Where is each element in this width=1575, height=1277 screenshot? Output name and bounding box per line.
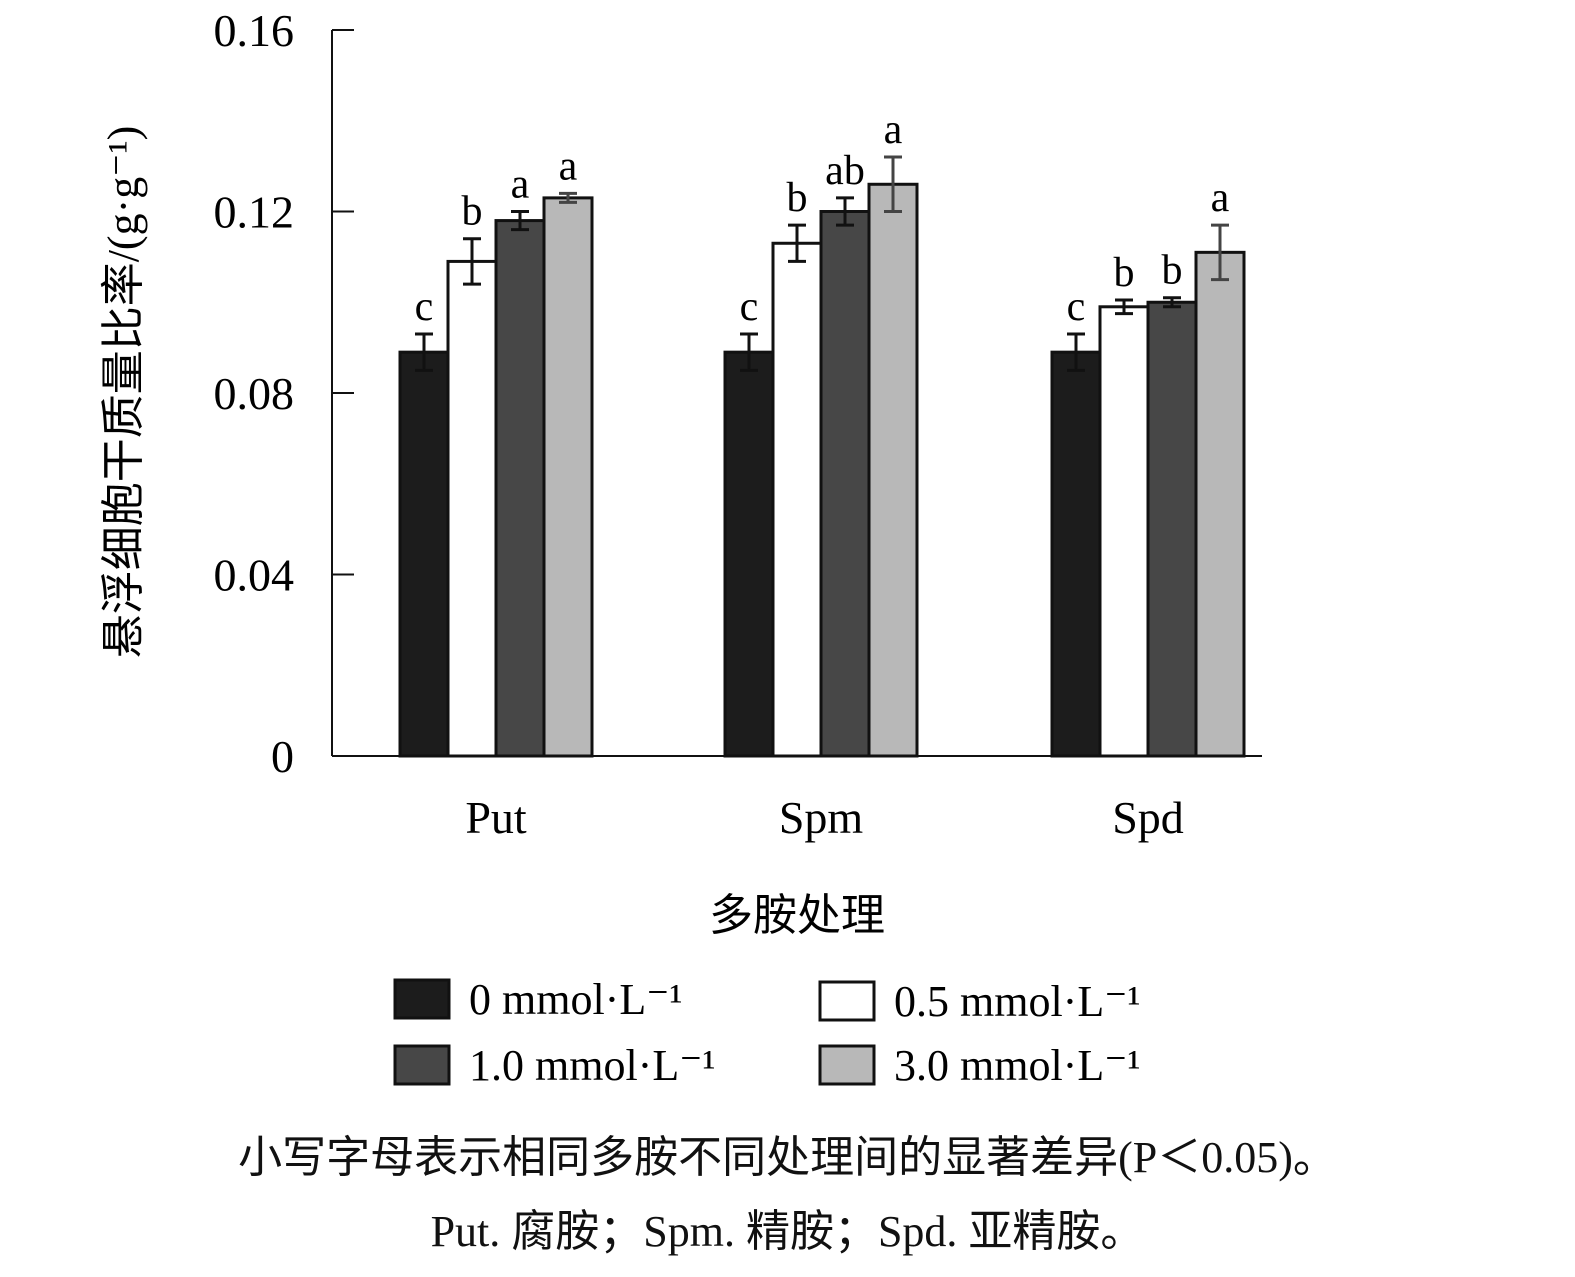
significance-label: ab [825,148,865,194]
bar [398,350,450,758]
significance-label: b [1114,250,1135,296]
bar [1050,350,1102,758]
significance-label: a [1211,175,1230,221]
significance-label: a [559,143,578,189]
bar [1194,250,1246,758]
legend-swatch [393,1044,451,1086]
significance-label: b [462,189,483,235]
x-axis-title: 多胺处理 [709,891,885,940]
figure-caption-line-2: Put. 腐胺；Spm. 精胺；Spd. 亚精胺。 [430,1207,1145,1256]
y-axis-title: 悬浮细胞干质量比率/(g·g⁻¹) [99,126,148,659]
bar [494,219,546,758]
figure-caption-line-1: 小写字母表示相同多胺不同处理间的显著差异(P＜0.05)。 [238,1133,1337,1182]
y-tick-label: 0.08 [214,368,295,419]
bar [723,350,775,758]
category-label: Spd [1112,792,1184,843]
bar [771,241,823,758]
significance-label: c [740,284,759,330]
significance-label: a [511,162,530,208]
y-axis: 0 0.04 0.08 0.12 0.16 [214,5,354,782]
legend: 0 mmol·L⁻¹ 0.5 mmol·L⁻¹ 1.0 mmol·L⁻¹ 3.0 mm… [393,975,1141,1090]
significance-label: b [1162,248,1183,294]
significance-label: c [1067,284,1086,330]
legend-swatch [393,978,451,1020]
bar [867,182,919,758]
bar [1098,305,1150,758]
y-tick-label: 0.12 [214,187,295,238]
bar [1146,300,1198,758]
significance-label: b [787,175,808,221]
legend-swatch [818,1044,876,1086]
bar [446,259,498,758]
y-tick-label: 0.04 [214,550,295,601]
category-label: Put [465,792,527,843]
legend-label: 3.0 mmol·L⁻¹ [894,1041,1141,1090]
y-tick-label: 0.16 [214,5,295,56]
legend-swatch [818,980,876,1022]
bar [542,196,594,758]
significance-label: a [884,107,903,153]
significance-label: c [415,284,434,330]
bar [819,210,871,758]
legend-label: 1.0 mmol·L⁻¹ [469,1041,716,1090]
error-bars [415,155,1229,372]
category-label: Spm [779,792,864,843]
y-tick-label: 0 [271,731,294,782]
legend-label: 0 mmol·L⁻¹ [469,975,683,1024]
category-labels: Put Spm Spd [465,792,1183,843]
legend-label: 0.5 mmol·L⁻¹ [894,977,1141,1026]
